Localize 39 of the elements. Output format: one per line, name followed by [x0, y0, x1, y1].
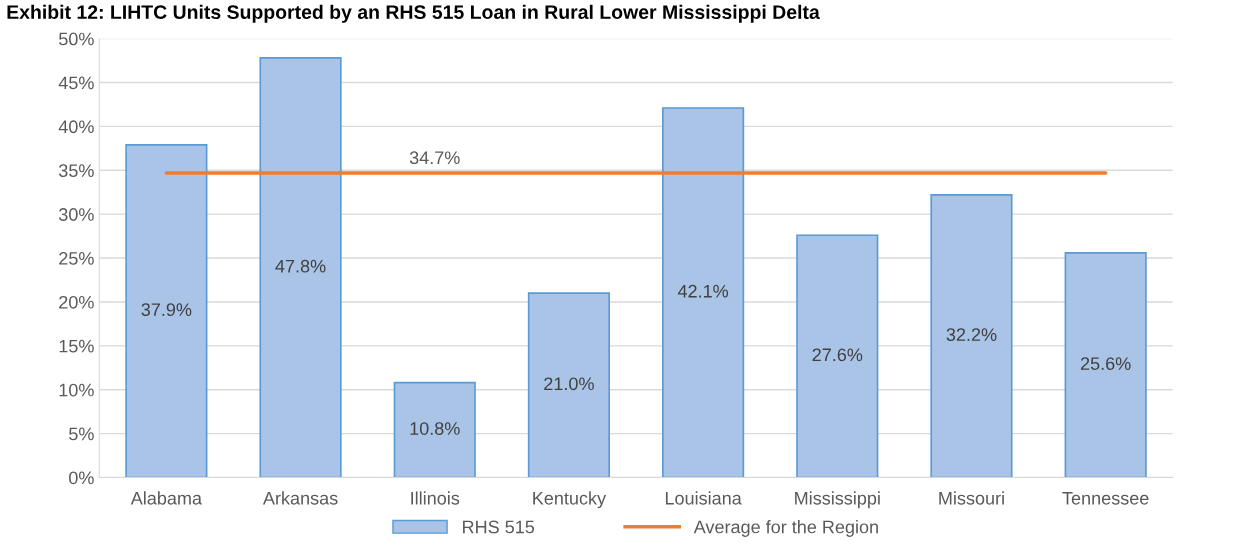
bar: [930, 194, 1013, 478]
legend-label: RHS 515: [463, 520, 535, 534]
y-tick-label: 40%: [58, 120, 94, 134]
data-label: 27.6%: [812, 348, 863, 362]
y-tick-label: 50%: [59, 32, 94, 46]
bar: [527, 292, 611, 478]
x-tick-label: Alabama: [130, 491, 202, 505]
x-tick-label: Illinois: [411, 491, 460, 505]
data-label: 10.8%: [410, 422, 460, 435]
y-tick-label: 35%: [58, 164, 94, 178]
data-label: 42.1%: [677, 284, 729, 298]
bar: [393, 381, 476, 478]
data-label: 21.0%: [544, 377, 594, 391]
x-tick-label: Tennessee: [1062, 492, 1149, 505]
y-tick-label: 25%: [59, 251, 94, 265]
data-label: 32.2%: [946, 328, 997, 342]
data-label: 47.8%: [275, 259, 326, 273]
y-tick-label: 5%: [69, 427, 94, 441]
bar: [1064, 251, 1147, 478]
y-tick-label: 15%: [59, 339, 94, 353]
bar: [796, 234, 879, 478]
x-tick-label: Mississippi: [795, 491, 880, 509]
y-tick-label: 30%: [58, 208, 94, 221]
bar: [662, 107, 745, 478]
y-tick-label: 0%: [69, 471, 94, 485]
data-label: 34.7%: [409, 151, 460, 165]
x-tick-label: Louisiana: [665, 491, 742, 505]
bar: [125, 144, 208, 478]
x-tick-label: Kentucky: [533, 491, 607, 509]
data-label: 25.6%: [1080, 357, 1131, 370]
x-tick-label: Missouri: [939, 491, 1004, 505]
y-tick-label: 45%: [58, 76, 94, 90]
data-label: 37.9%: [141, 303, 192, 317]
y-tick-label: 10%: [59, 383, 94, 397]
y-tick-label: 20%: [59, 295, 94, 309]
legend-label: Average for the Region: [693, 520, 878, 537]
chart-title: Exhibit 12: LIHTC Units Supported by an RHS 515 Loan in Rural Lower Mississippi Delta: [7, 4, 820, 23]
x-tick-label: Arkansas: [262, 491, 338, 505]
bar: [259, 57, 342, 478]
